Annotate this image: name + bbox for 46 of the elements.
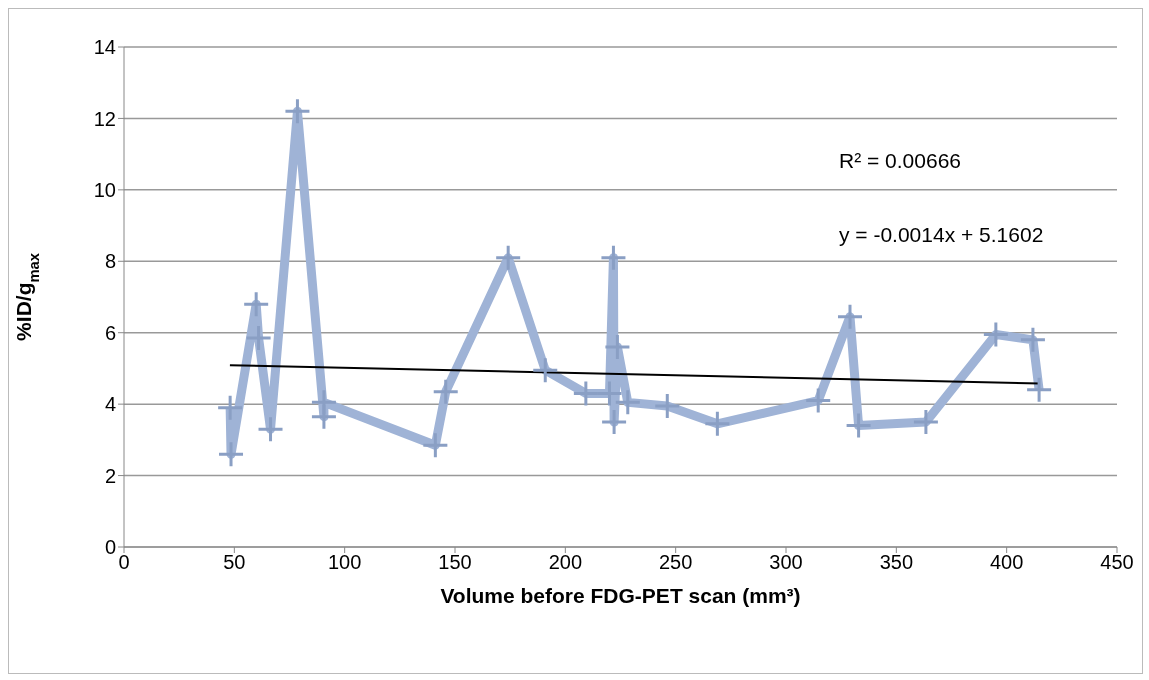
point	[533, 358, 558, 383]
point	[219, 442, 244, 467]
point	[1020, 327, 1045, 352]
point	[615, 390, 640, 415]
point	[913, 410, 938, 434]
point	[597, 381, 622, 406]
x-tick-label: 250	[658, 551, 693, 574]
point	[433, 379, 458, 404]
point	[1027, 377, 1052, 402]
point	[285, 99, 310, 124]
point	[258, 417, 283, 442]
point	[496, 245, 521, 270]
x-axis-title: Volume before FDG-PET scan (mm³)	[440, 584, 801, 607]
y-tick-label: 14	[93, 36, 116, 59]
y-tick-label: 4	[104, 393, 116, 416]
point	[983, 322, 1008, 347]
point	[218, 395, 243, 420]
x-tick-label: 0	[118, 551, 130, 574]
point	[846, 413, 871, 438]
x-tick-label: 100	[327, 551, 362, 574]
point	[806, 388, 831, 413]
x-tick-label: 150	[438, 551, 472, 574]
point	[655, 393, 680, 418]
y-tick-label: 2	[104, 464, 116, 487]
point	[423, 433, 448, 458]
point	[705, 411, 730, 436]
point	[602, 410, 627, 434]
x-tick-label: 350	[879, 551, 914, 574]
y-tick-label: 12	[93, 107, 116, 130]
x-tick-label: 400	[989, 551, 1024, 574]
x-tick-label: 300	[769, 551, 803, 574]
y-tick-label: 6	[104, 321, 116, 344]
point	[573, 381, 598, 406]
x-tick-label: 200	[548, 551, 583, 574]
point	[244, 292, 269, 317]
point	[601, 245, 626, 270]
point	[246, 326, 271, 351]
annotation: y = -0.0014x + 5.1602	[839, 223, 1044, 247]
y-tick-label: 0	[104, 536, 116, 559]
point	[605, 335, 630, 359]
x-tick-label: 50	[223, 551, 246, 574]
y-tick-label: 10	[93, 178, 116, 201]
annotation: R² = 0.00666	[839, 149, 962, 173]
x-tick-label: 450	[1100, 551, 1134, 574]
point	[837, 304, 862, 329]
y-tick-label: 8	[104, 250, 116, 273]
